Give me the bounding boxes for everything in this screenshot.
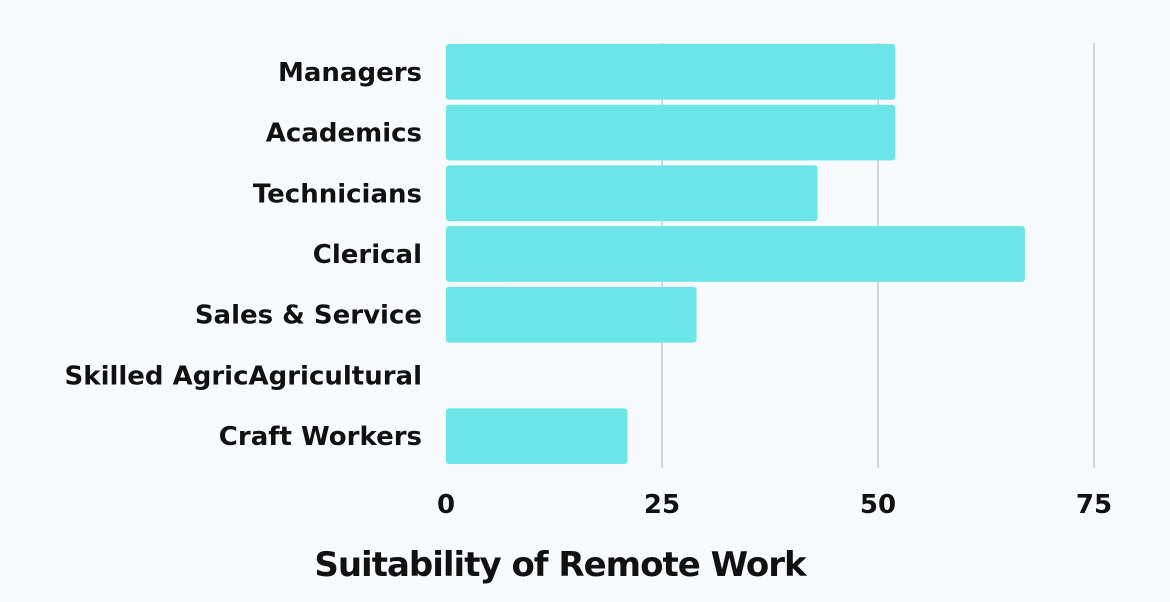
x-tick-labels: 0 25 50 75 xyxy=(437,490,1112,520)
bar xyxy=(446,165,818,222)
bar xyxy=(446,226,1025,282)
bar xyxy=(446,286,697,343)
category-label: Sales & Service xyxy=(195,301,422,331)
category-label: Academics xyxy=(266,119,422,149)
category-labels: Managers Academics Technicians Clerical Sale… xyxy=(65,58,422,452)
x-tick-label: 25 xyxy=(644,490,680,520)
category-label: Clerical xyxy=(313,240,422,270)
x-tick-label: 75 xyxy=(1076,490,1112,520)
x-tick-label: 50 xyxy=(860,490,896,520)
category-label: Technicians xyxy=(253,179,422,209)
bar xyxy=(446,44,896,100)
bars xyxy=(446,44,1025,464)
x-tick-label: 0 xyxy=(437,490,455,520)
category-label: Managers xyxy=(278,58,422,88)
bar xyxy=(446,104,896,161)
bar xyxy=(446,408,628,464)
category-label: Craft Workers xyxy=(219,422,422,452)
x-axis-title: Suitability of Remote Work xyxy=(314,545,808,585)
category-label: Skilled AgricAgricultural xyxy=(65,361,422,391)
